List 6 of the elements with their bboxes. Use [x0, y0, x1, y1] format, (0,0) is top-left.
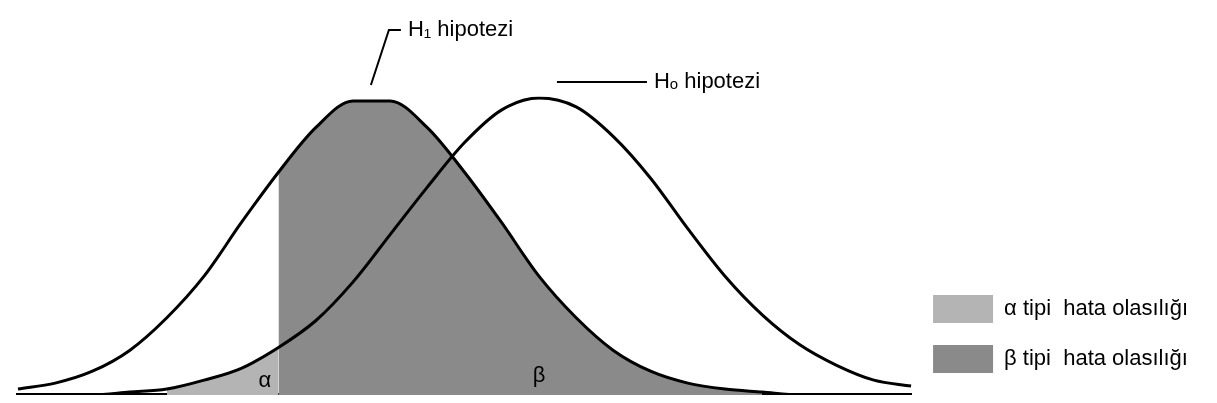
text: Hₒ hipotezi	[653, 68, 761, 94]
text: H₁ hipotezi	[407, 16, 514, 42]
annotation: β	[532, 361, 546, 387]
annotation: α	[258, 367, 272, 393]
legend-label: α tipi hata olasılığı	[1004, 295, 1189, 321]
legend-label: β tipi hata olasılığı	[1004, 345, 1188, 371]
